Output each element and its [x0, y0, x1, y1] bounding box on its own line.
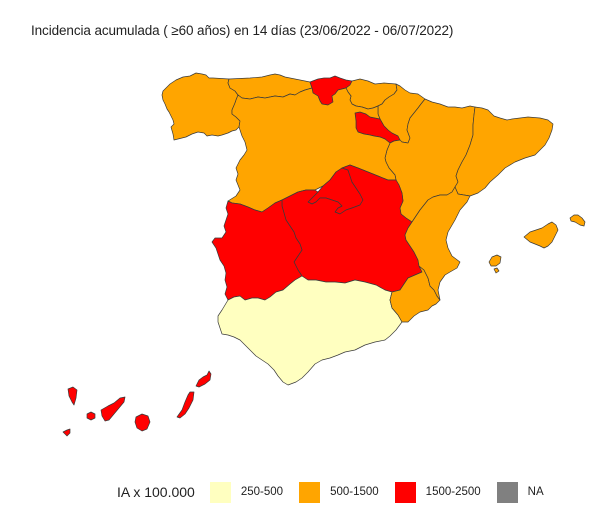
region-galicia[interactable]	[161, 72, 241, 141]
island-la-gomera[interactable]	[86, 411, 96, 421]
region-andalucia[interactable]	[217, 275, 403, 386]
legend-label: 1500-2500	[425, 486, 481, 498]
legend-label: 500-1500	[330, 486, 379, 498]
legend-item-500-1500: 500-1500	[299, 481, 395, 503]
island-tenerife[interactable]	[100, 396, 126, 422]
region-baleares-ibiza[interactable]	[488, 254, 502, 267]
legend-label: NA	[527, 486, 544, 498]
legend-swatch-orange	[299, 481, 321, 503]
legend-swatch-red	[394, 481, 416, 503]
island-la-palma[interactable]	[67, 386, 78, 406]
region-cataluna[interactable]	[454, 106, 554, 197]
region-baleares-mallorca[interactable]	[523, 221, 559, 249]
legend-label: 250-500	[240, 486, 284, 498]
legend-swatch-pale-yellow	[209, 481, 231, 503]
region-baleares-menorca[interactable]	[569, 214, 586, 227]
region-castilla-leon[interactable]	[227, 87, 397, 213]
legend-title: IA x 100.000	[117, 484, 195, 500]
island-el-hierro[interactable]	[62, 428, 71, 437]
island-gran-canaria[interactable]	[134, 413, 151, 432]
legend-swatch-gray	[496, 481, 518, 503]
legend-item-1500-2500: 1500-2500	[394, 481, 497, 503]
island-fuerteventura[interactable]	[176, 391, 195, 419]
map-legend: IA x 100.000 250-500 500-1500 1500-2500 …	[117, 481, 560, 503]
region-canarias[interactable]	[62, 370, 212, 437]
region-valenciana[interactable]	[404, 186, 471, 301]
map-title: Incidencia acumulada ( ≥60 años) en 14 d…	[31, 23, 454, 38]
legend-item-250-500: 250-500	[209, 481, 299, 503]
legend-item-na: NA	[496, 481, 560, 503]
region-baleares-formentera[interactable]	[493, 267, 500, 274]
island-lanzarote[interactable]	[195, 370, 212, 388]
